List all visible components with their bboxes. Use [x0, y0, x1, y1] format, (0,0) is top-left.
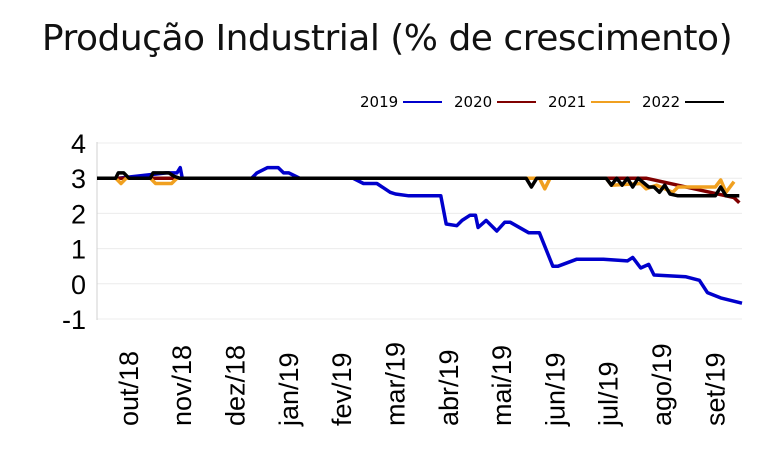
- legend-label: 2022: [642, 93, 680, 111]
- x-tick-label: out/18: [114, 351, 144, 426]
- y-tick-label: 3: [71, 164, 86, 194]
- legend-label: 2019: [360, 93, 398, 111]
- y-tick-label: 0: [71, 270, 86, 300]
- x-tick-label: abr/19: [434, 349, 464, 426]
- legend-label: 2021: [548, 93, 586, 111]
- chart-title: Produção Industrial (% de crescimento): [41, 18, 733, 59]
- x-tick-label: set/19: [700, 352, 730, 426]
- series-line-2022: [97, 171, 740, 198]
- x-tick-label: jun/19: [540, 352, 570, 427]
- x-tick-label: mar/19: [380, 342, 410, 426]
- y-tick-label: 2: [71, 199, 86, 229]
- x-tick-label: dez/18: [221, 345, 251, 426]
- legend-label: 2020: [454, 93, 492, 111]
- y-axis-ticks: 4 3 2 1 0 -1: [62, 129, 86, 335]
- x-tick-label: jan/19: [274, 352, 304, 427]
- x-tick-label: nov/18: [167, 345, 197, 426]
- legend: 2019 2020 2021 2022: [360, 93, 724, 111]
- x-tick-label: mai/19: [487, 345, 517, 426]
- gridlines: [97, 142, 742, 320]
- y-tick-label: -1: [62, 305, 86, 335]
- x-axis-ticks: out/18 nov/18 dez/18 jan/19 fev/19 mar/19 abr/…: [114, 342, 730, 427]
- series-lines: [97, 165, 743, 305]
- x-tick-label: ago/19: [647, 343, 677, 426]
- x-tick-label: fev/19: [327, 352, 357, 426]
- x-tick-label: jul/19: [594, 361, 624, 427]
- y-tick-label: 4: [71, 129, 86, 159]
- series-line-2019: [97, 165, 743, 305]
- y-tick-label: 1: [71, 235, 86, 265]
